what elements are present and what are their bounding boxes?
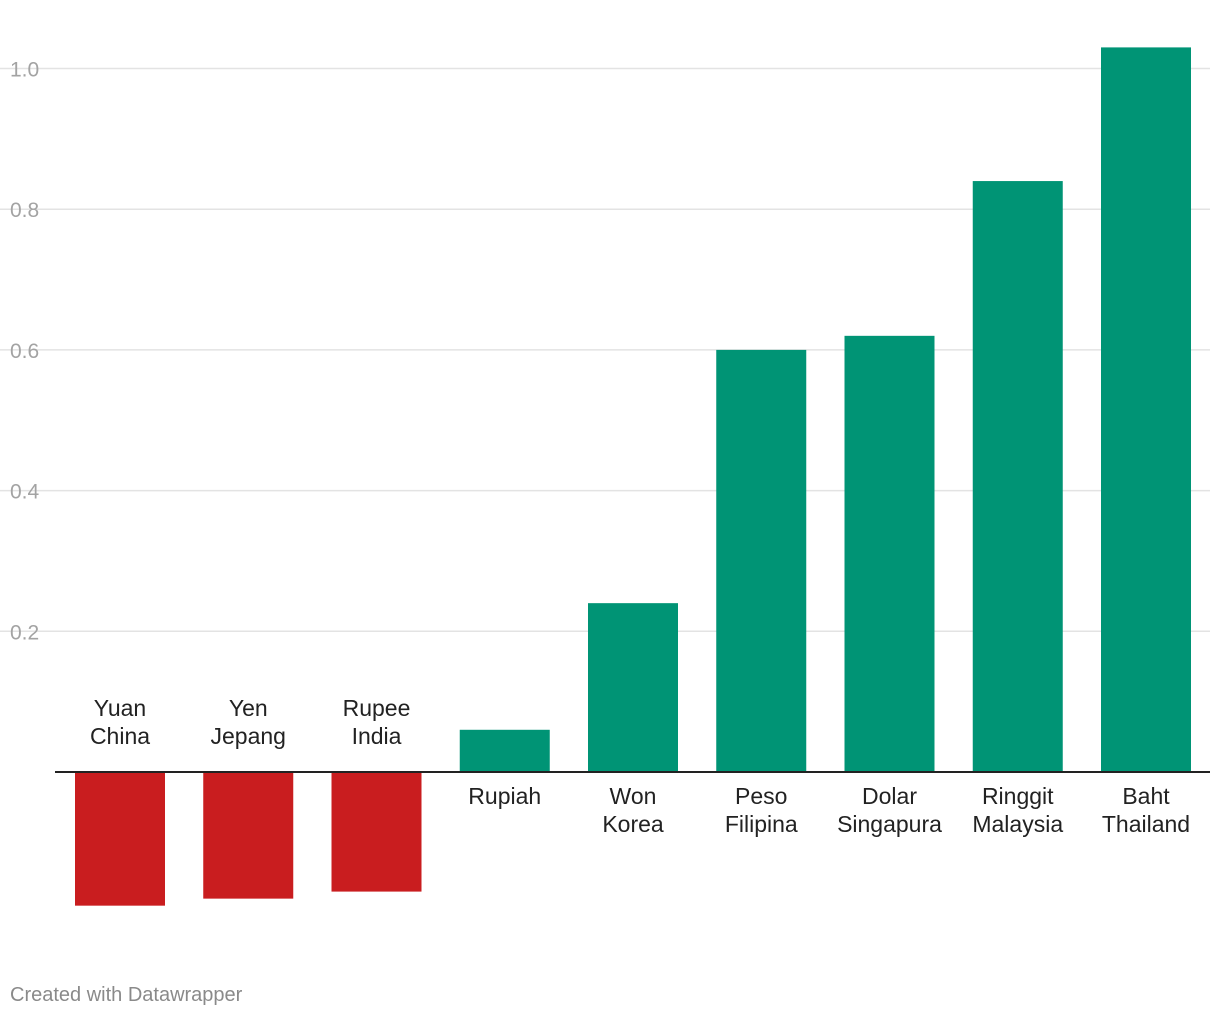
category-label: China xyxy=(90,723,150,749)
y-tick-label: 1.0 xyxy=(10,59,39,82)
category-label: Korea xyxy=(602,811,664,837)
category-label: Filipina xyxy=(725,811,798,837)
category-label: Thailand xyxy=(1102,811,1190,837)
category-label: Won xyxy=(610,783,657,809)
category-label: Malaysia xyxy=(972,811,1063,837)
category-label: Rupiah xyxy=(468,783,541,809)
bar xyxy=(716,349,807,772)
bar xyxy=(588,603,678,772)
category-label: Rupee xyxy=(343,695,411,721)
category-label: Yuan xyxy=(94,695,146,721)
y-tick-label: 0.2 xyxy=(10,621,39,644)
bar xyxy=(1101,47,1191,772)
bar xyxy=(203,772,294,899)
bar xyxy=(459,729,550,772)
category-label: Dolar xyxy=(862,783,917,809)
bar xyxy=(331,772,422,892)
footer-credit: Created with Datawrapper xyxy=(10,984,243,1006)
category-label: India xyxy=(352,723,402,749)
category-label: Peso xyxy=(735,783,787,809)
bar xyxy=(844,335,935,772)
category-label: Baht xyxy=(1122,783,1170,809)
category-label: Yen xyxy=(229,695,268,721)
bar xyxy=(972,181,1063,772)
y-tick-label: 0.8 xyxy=(10,199,39,222)
y-tick-label: 0.4 xyxy=(10,481,40,504)
bar xyxy=(75,772,165,906)
category-label: Singapura xyxy=(837,811,942,837)
category-label: Ringgit xyxy=(982,783,1054,809)
category-label: Jepang xyxy=(211,723,286,749)
y-tick-label: 0.6 xyxy=(10,340,39,363)
